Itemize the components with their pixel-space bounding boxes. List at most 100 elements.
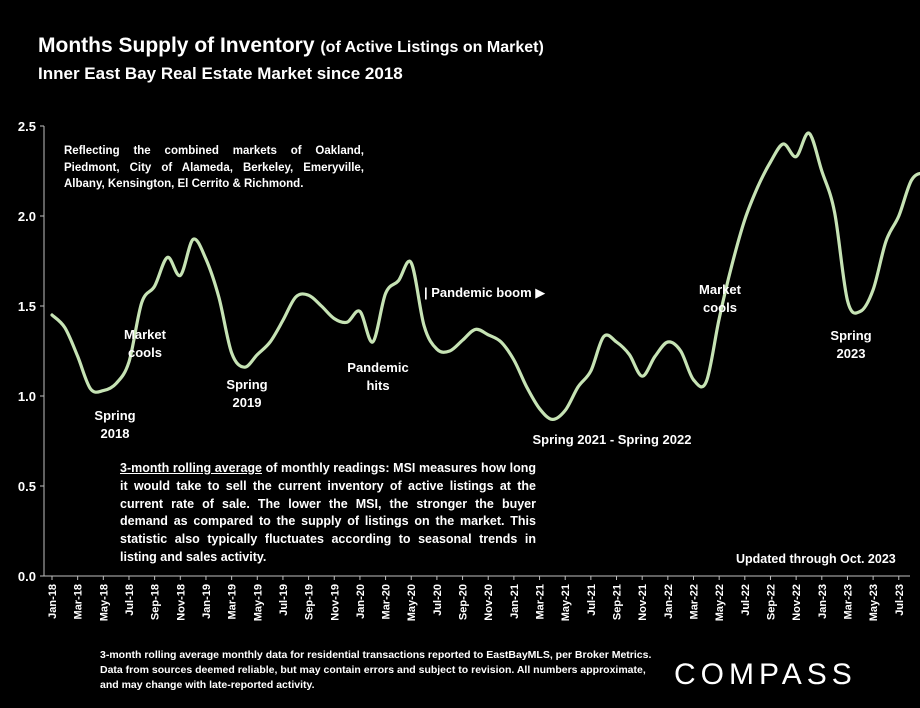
chart-title: Months Supply of Inventory (of Active Li… bbox=[38, 34, 544, 58]
msi-series-line bbox=[50, 131, 920, 421]
data-point bbox=[89, 387, 92, 390]
data-point bbox=[281, 319, 285, 322]
x-tick-label: Nov-19 bbox=[329, 584, 341, 621]
data-point bbox=[487, 333, 490, 336]
data-point bbox=[230, 351, 233, 354]
data-point bbox=[397, 279, 400, 282]
x-tick-label: Jul-20 bbox=[432, 584, 444, 616]
x-tick-label: May-18 bbox=[98, 584, 110, 621]
data-point bbox=[294, 295, 297, 299]
annotation-line: Pandemic bbox=[347, 360, 409, 375]
annotation-line: 2018 bbox=[100, 425, 130, 441]
x-tick-label: Mar-18 bbox=[73, 584, 85, 619]
x-tick-label: Jul-22 bbox=[740, 584, 752, 616]
chart-subtitle: Inner East Bay Real Estate Market since … bbox=[38, 64, 403, 83]
x-tick-label: May-22 bbox=[714, 584, 726, 621]
annotation-pandemic-hits: Pandemic hits bbox=[336, 359, 420, 394]
data-point bbox=[448, 349, 451, 353]
data-point bbox=[782, 142, 785, 146]
data-point bbox=[140, 301, 143, 304]
data-point bbox=[653, 355, 657, 358]
x-tick-label: May-21 bbox=[560, 584, 572, 621]
x-tick-label: May-19 bbox=[252, 584, 264, 621]
data-point bbox=[615, 340, 618, 344]
x-tick-label: Sep-21 bbox=[612, 584, 624, 620]
annotation-spring-2021-2022: Spring 2021 - Spring 2022 bbox=[532, 432, 692, 447]
y-tick-label: 0.5 bbox=[18, 479, 36, 494]
data-point bbox=[243, 366, 246, 369]
data-point bbox=[191, 238, 195, 241]
data-point bbox=[551, 418, 554, 421]
y-tick-label: 2.5 bbox=[18, 119, 36, 134]
compass-logo: COMPASS bbox=[674, 658, 857, 691]
x-tick-label: Mar-23 bbox=[842, 584, 854, 619]
explanation-text: 3-month rolling average of monthly readi… bbox=[120, 460, 536, 567]
x-tick-label: Sep-20 bbox=[458, 584, 470, 620]
data-point bbox=[897, 214, 900, 218]
data-point bbox=[268, 340, 272, 344]
data-point bbox=[743, 218, 746, 221]
x-tick-label: Nov-21 bbox=[637, 584, 649, 621]
annotation-line: Spring bbox=[226, 377, 268, 392]
data-point bbox=[63, 326, 66, 329]
data-point bbox=[333, 317, 336, 320]
data-point bbox=[833, 211, 836, 214]
explanation-underlined: 3-month rolling average bbox=[120, 461, 262, 475]
x-tick-label: Jan-19 bbox=[201, 584, 213, 619]
data-point bbox=[884, 240, 888, 243]
x-tick-label: Sep-19 bbox=[304, 584, 316, 620]
x-tick-label: May-23 bbox=[868, 584, 880, 621]
y-tick-label: 1.5 bbox=[18, 299, 36, 314]
data-point bbox=[576, 385, 580, 389]
data-point bbox=[820, 169, 823, 173]
x-tick-label: Mar-19 bbox=[227, 584, 239, 619]
annotation-spring-2018: Spring 2018 bbox=[80, 407, 150, 442]
x-tick-label: Nov-20 bbox=[483, 584, 495, 621]
x-tick-label: Nov-18 bbox=[175, 584, 187, 621]
data-point bbox=[871, 288, 875, 291]
y-tick-label: 2.0 bbox=[18, 209, 36, 224]
regions-note: Reflecting the combined markets of Oakla… bbox=[64, 145, 364, 191]
data-point bbox=[179, 274, 182, 277]
x-tick-label: Jan-18 bbox=[47, 584, 59, 619]
data-point bbox=[217, 295, 220, 299]
data-point bbox=[910, 178, 913, 182]
updated-note: Updated through Oct. 2023 bbox=[736, 552, 896, 566]
x-tick-label: Jan-23 bbox=[817, 584, 829, 619]
data-point bbox=[474, 328, 477, 331]
data-point bbox=[320, 304, 323, 308]
annotation-line: 2023 bbox=[836, 345, 866, 361]
x-tick-label: Sep-22 bbox=[765, 584, 777, 620]
data-point bbox=[166, 256, 169, 259]
annotation-line: Spring bbox=[94, 408, 136, 423]
x-tick-label: Sep-18 bbox=[150, 584, 162, 620]
data-point bbox=[692, 378, 695, 381]
data-point bbox=[204, 258, 208, 261]
title-paren: (of Active Listings on Market) bbox=[320, 39, 544, 56]
data-point bbox=[769, 160, 772, 164]
annotation-line: cools bbox=[128, 344, 162, 360]
data-point bbox=[718, 317, 721, 320]
data-point bbox=[730, 263, 734, 266]
data-point bbox=[76, 355, 79, 358]
data-point bbox=[435, 348, 439, 351]
data-point bbox=[589, 369, 593, 372]
data-point bbox=[628, 353, 631, 356]
x-tick-label: Mar-20 bbox=[381, 584, 393, 619]
data-point bbox=[859, 310, 862, 313]
annotation-line: hits bbox=[366, 377, 390, 393]
data-point bbox=[756, 186, 759, 189]
y-tick-label: 0.0 bbox=[18, 569, 36, 584]
data-point bbox=[358, 310, 362, 313]
x-tick-label: Jan-21 bbox=[509, 584, 521, 619]
explanation-rest: of monthly readings: MSI measures how lo… bbox=[120, 461, 536, 564]
data-point bbox=[602, 335, 605, 338]
x-tick-label: Jan-20 bbox=[355, 584, 367, 619]
x-tick-label: Mar-21 bbox=[535, 584, 547, 619]
x-tick-label: Jul-23 bbox=[894, 584, 906, 616]
data-point bbox=[153, 285, 156, 288]
annotation-spring-2023: Spring 2023 bbox=[816, 327, 886, 362]
x-tick-label: Nov-22 bbox=[791, 584, 803, 621]
